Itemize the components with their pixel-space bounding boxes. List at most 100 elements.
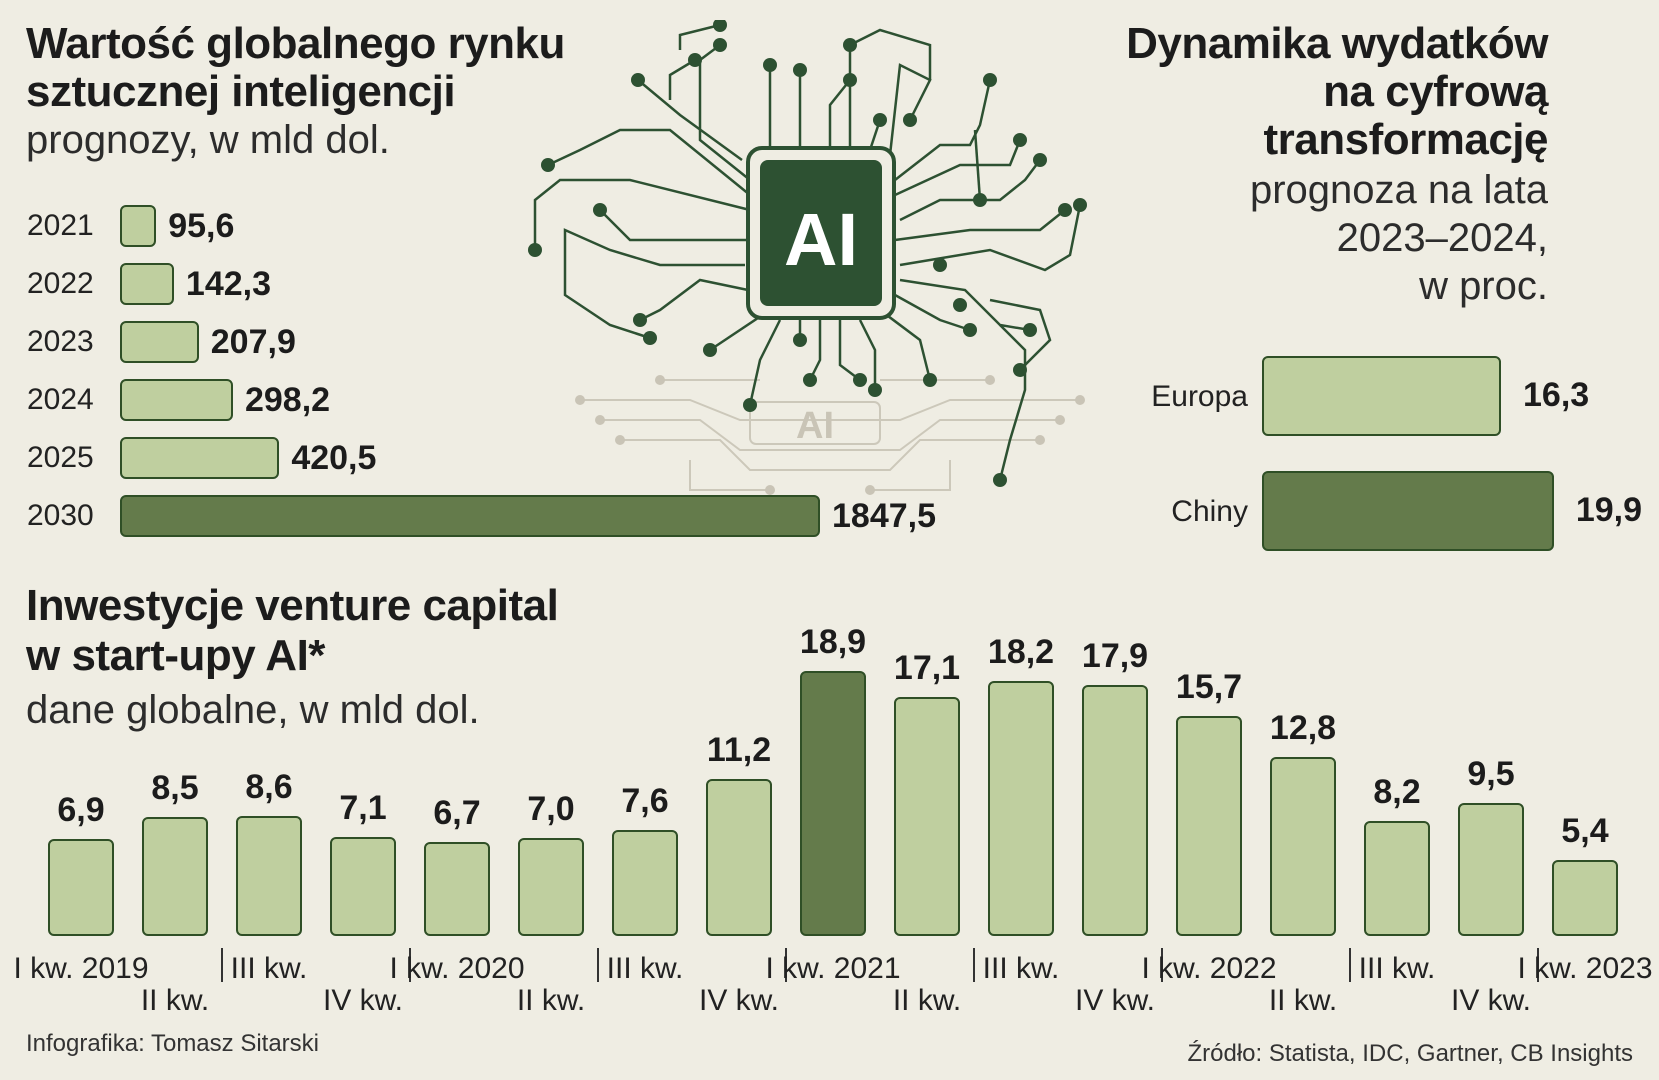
vc-value-label: 7,0 <box>527 790 575 828</box>
vc-value-label: 8,2 <box>1373 773 1421 812</box>
market-value-label: 420,5 <box>291 439 377 477</box>
region-label: Europa <box>1151 380 1248 413</box>
axis-separator <box>597 948 599 982</box>
year-label: 2021 <box>27 209 94 242</box>
market-bar <box>120 321 199 363</box>
market-value-label: 95,6 <box>168 207 235 245</box>
spending-title-line2: na cyfrową <box>1323 67 1548 116</box>
year-label: 2023 <box>27 325 94 358</box>
vc-bar <box>1082 685 1148 936</box>
quarter-label: II kw. <box>1268 984 1338 1017</box>
vc-value-label: 18,2 <box>987 633 1055 672</box>
axis-separator <box>409 948 411 982</box>
quarter-label: IV kw. <box>322 984 404 1017</box>
axis-separator <box>973 948 975 982</box>
vc-title-line2: w start-upy AI* <box>26 631 325 680</box>
market-bar <box>120 205 157 247</box>
market-value-label: 1847,5 <box>832 497 936 535</box>
vc-value-label: 8,6 <box>245 767 293 806</box>
quarter-label: IV kw. <box>698 984 780 1017</box>
axis-separator <box>221 948 223 982</box>
quarter-label: III kw. <box>606 952 684 985</box>
vc-bar <box>800 671 866 936</box>
quarter-label: I kw. 2020 <box>389 952 525 985</box>
spending-subtitle-line2: 2023–2024, <box>1336 216 1548 260</box>
vc-bar <box>988 681 1054 936</box>
vc-bar <box>1458 803 1524 936</box>
quarter-label: III kw. <box>982 952 1060 985</box>
vc-value-label: 6,9 <box>57 791 105 830</box>
vc-bar <box>1270 756 1336 936</box>
vc-subtitle: dane globalne, w mld dol. <box>26 688 480 732</box>
spending-subtitle-line3: w proc. <box>1419 264 1548 308</box>
vc-value-label: 8,5 <box>151 769 199 807</box>
market-bar <box>120 379 233 421</box>
spending-value-label: 19,9 <box>1575 491 1642 529</box>
spending-subtitle-line1: prognoza na lata <box>1249 168 1548 212</box>
vc-value-label: 17,9 <box>1081 637 1149 676</box>
vc-bar <box>1364 821 1430 936</box>
vc-value-label: 7,6 <box>621 781 669 820</box>
market-value-label: 298,2 <box>244 381 331 419</box>
market-subtitle: prognozy, w mld dol. <box>26 118 390 162</box>
spending-title-line3: transformację <box>1263 115 1548 164</box>
vc-bar <box>894 696 960 936</box>
quarter-label: II kw. <box>516 984 586 1017</box>
region-label: Chiny <box>1171 495 1248 528</box>
vc-title-line1: Inwestycje venture capital <box>26 581 559 630</box>
quarter-label: IV kw. <box>1074 984 1156 1017</box>
vc-bar <box>142 817 208 936</box>
spending-title-line1: Dynamika wydatków <box>1126 19 1548 68</box>
footer-source: Źródło: Statista, IDC, Gartner, CB Insig… <box>1187 1040 1634 1067</box>
vc-bar <box>1552 860 1618 936</box>
vc-value-label: 9,5 <box>1467 755 1515 793</box>
axis-separator <box>785 948 787 982</box>
quarter-label: III kw. <box>1358 952 1436 985</box>
vc-value-label: 7,1 <box>339 788 387 827</box>
spending-bar <box>1262 471 1554 551</box>
market-value-label: 207,9 <box>210 323 296 361</box>
market-bar <box>120 263 174 305</box>
vc-bar <box>48 839 114 936</box>
quarter-label: II kw. <box>140 984 210 1017</box>
quarter-label: I kw. 2023 <box>1517 952 1653 985</box>
axis-separator <box>1537 948 1539 982</box>
chip-label: AI <box>784 198 858 281</box>
vc-bar <box>706 779 772 936</box>
quarter-label: IV kw. <box>1450 984 1532 1017</box>
vc-bar <box>236 815 302 936</box>
vc-bar <box>1176 716 1242 936</box>
market-bar <box>120 495 820 537</box>
vc-bar <box>518 838 584 936</box>
vc-value-label: 5,4 <box>1561 812 1609 851</box>
vc-value-label: 6,7 <box>433 794 481 833</box>
axis-separator <box>1349 948 1351 982</box>
year-label: 2030 <box>27 499 94 532</box>
vc-value-label: 15,7 <box>1175 668 1243 707</box>
spending-bar <box>1262 356 1502 436</box>
chip-reflection-label: AI <box>796 405 834 447</box>
footer-credit: Infografika: Tomasz Sitarski <box>26 1030 320 1057</box>
vc-value-label: 18,9 <box>799 623 867 662</box>
year-label: 2022 <box>27 267 94 300</box>
vc-bar <box>612 829 678 936</box>
market-title-line1: Wartość globalnego rynku <box>26 19 565 68</box>
quarter-label: III kw. <box>230 952 308 985</box>
spending-value-label: 16,3 <box>1523 376 1590 414</box>
vc-bar <box>330 836 396 936</box>
year-label: 2024 <box>27 383 94 416</box>
ai-chip-circuit-icon: AI <box>528 20 1087 495</box>
market-title-line2: sztucznej inteligencji <box>26 67 456 116</box>
vc-bar <box>424 842 490 936</box>
year-label: 2025 <box>27 441 94 474</box>
vc-value-label: 11,2 <box>706 731 772 770</box>
quarter-label: I kw. 2022 <box>1141 952 1277 985</box>
axis-separator <box>1161 948 1163 982</box>
vc-value-label: 12,8 <box>1269 708 1337 747</box>
quarter-label: II kw. <box>892 984 962 1017</box>
vc-value-label: 17,1 <box>893 648 961 687</box>
market-bar <box>120 437 280 479</box>
market-value-label: 142,3 <box>185 265 271 303</box>
quarter-label: I kw. 2019 <box>13 952 149 985</box>
quarter-label: I kw. 2021 <box>765 952 901 985</box>
